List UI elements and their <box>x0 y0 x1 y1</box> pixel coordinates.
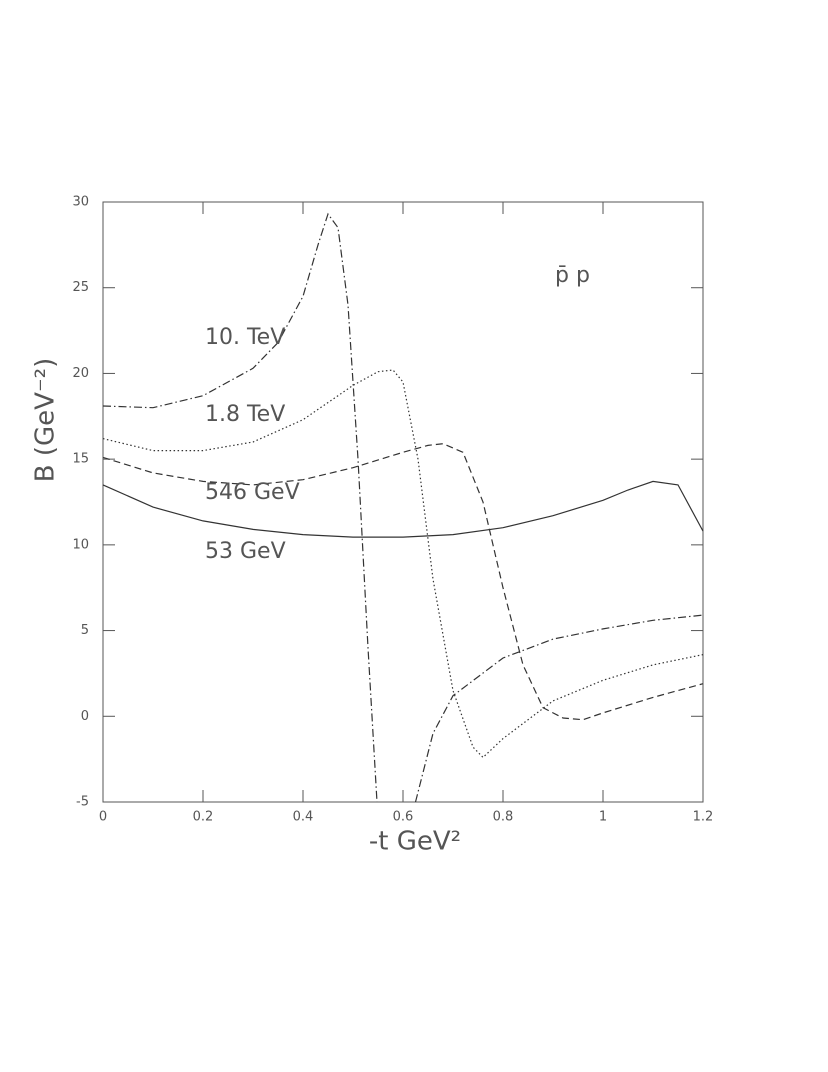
series-line <box>102 480 704 538</box>
x-axis-label: -t GeV² <box>369 827 461 857</box>
x-tick-label: 0.6 <box>393 810 414 825</box>
series-label: 1.8 TeV <box>205 402 285 427</box>
y-tick-label: 0 <box>81 709 89 724</box>
series-line <box>102 369 704 759</box>
x-tick-label: 0.2 <box>193 810 214 825</box>
series-line <box>102 443 704 721</box>
y-tick-label: 25 <box>72 280 89 295</box>
y-tick-label: 5 <box>81 623 89 638</box>
y-tick-label: 10 <box>72 537 89 552</box>
x-tick-label: 1 <box>599 810 607 825</box>
plot-frame <box>102 201 704 803</box>
series-label: 10. TeV <box>205 325 285 350</box>
series-label: 546 GeV <box>205 480 300 505</box>
y-tick-label: 30 <box>72 195 89 210</box>
x-tick-label: 0 <box>99 810 107 825</box>
series-line <box>102 212 704 803</box>
x-tick-label: 0.4 <box>293 810 314 825</box>
series-label: 53 GeV <box>205 539 286 564</box>
y-axis-label: B (GeV⁻²) <box>31 358 61 482</box>
x-tick-label: 1.2 <box>693 810 714 825</box>
y-tick-label: 20 <box>72 366 89 381</box>
y-tick-label: -5 <box>76 795 89 810</box>
x-tick-label: 0.8 <box>493 810 514 825</box>
y-tick-label: 15 <box>72 452 89 467</box>
annotation: p̄ p <box>555 263 590 288</box>
